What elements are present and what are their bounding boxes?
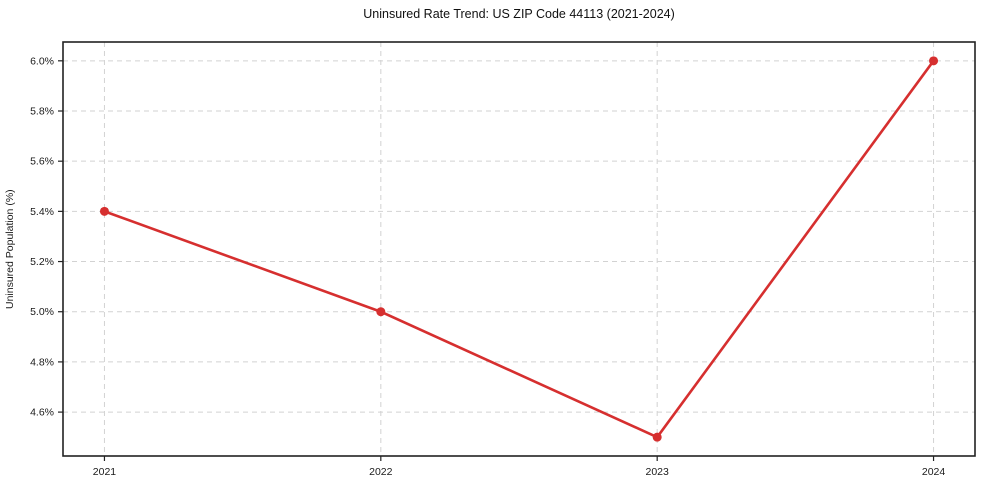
x-tick-label: 2021 [93,466,117,478]
x-tick-label: 2023 [646,466,670,478]
data-point [929,56,939,66]
y-tick-label: 4.6% [30,407,54,419]
data-point [99,206,109,216]
y-tick-label: 4.8% [30,356,54,368]
y-tick-label: 5.6% [30,156,54,168]
y-tick-label: 5.8% [30,106,54,118]
y-tick-label: 5.2% [30,256,54,268]
y-tick-label: 5.4% [30,206,54,218]
y-tick-label: 5.0% [30,306,54,318]
data-point [652,432,662,442]
chart-title: Uninsured Rate Trend: US ZIP Code 44113 … [363,7,675,21]
y-axis-label: Uninsured Population (%) [4,189,16,309]
trend-line [103,59,935,439]
x-tick-label: 2022 [369,466,393,478]
y-tick-label: 6.0% [30,55,54,67]
x-tick-label: 2024 [922,466,946,478]
data-point [376,307,386,317]
plot-border [62,41,976,457]
